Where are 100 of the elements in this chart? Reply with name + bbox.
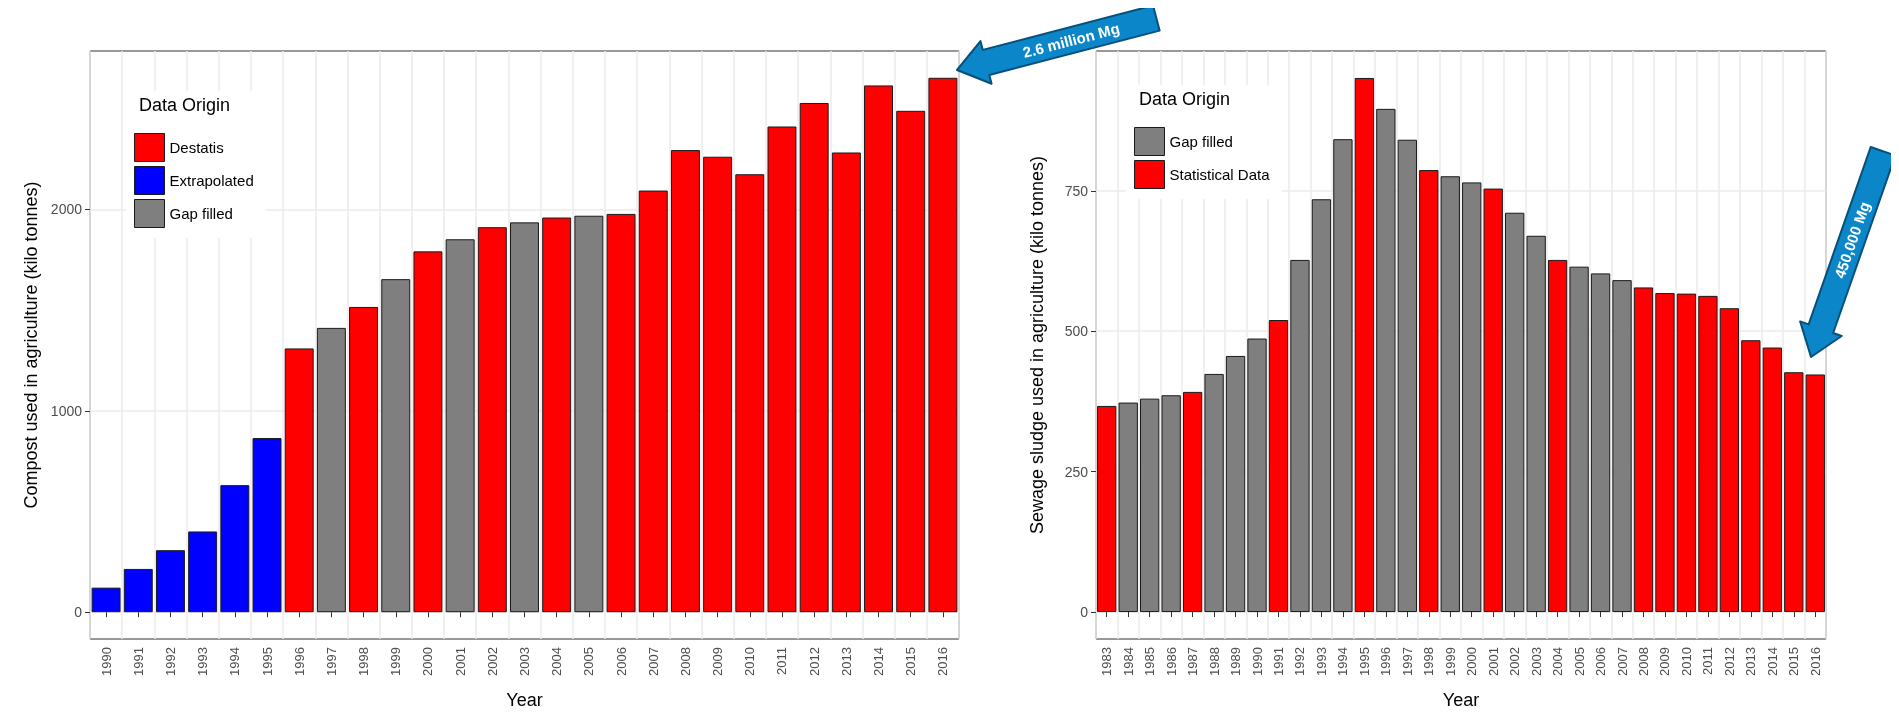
bar — [1547, 259, 1568, 613]
x-tick-label: 2016 — [1807, 647, 1823, 676]
x-tick-label: 2015 — [1786, 647, 1802, 676]
x-tick-label: 1996 — [1378, 647, 1394, 676]
x-tick-label: 1991 — [130, 647, 146, 676]
bar — [799, 102, 829, 613]
x-tick-label: 1990 — [98, 647, 114, 676]
legend-label: Extrapolated — [169, 172, 254, 189]
legend-label: Destatis — [169, 139, 224, 156]
x-tick-label: 2012 — [1721, 647, 1737, 676]
x-tick-label: 2002 — [1507, 647, 1523, 676]
x-tick-label: 1999 — [388, 647, 404, 676]
x-tick-label: 2009 — [1657, 647, 1673, 676]
y-tick-label: 0 — [1080, 604, 1089, 621]
bar — [1140, 398, 1160, 613]
bar — [1526, 235, 1546, 613]
bar — [1590, 273, 1611, 613]
bar — [1698, 295, 1718, 613]
x-tick-label: 2005 — [1571, 647, 1587, 676]
bar — [1569, 266, 1589, 613]
bar — [123, 568, 153, 613]
x-tick-label: 2007 — [645, 647, 661, 676]
bar — [1311, 199, 1332, 613]
x-tick-label: 2010 — [742, 647, 758, 676]
bar — [1161, 395, 1181, 613]
bar — [284, 348, 314, 613]
x-tick-label: 2008 — [1636, 647, 1651, 676]
x-tick-label: 1985 — [1142, 647, 1158, 676]
x-tick-label: 2002 — [484, 647, 500, 676]
bar — [1633, 287, 1654, 613]
y-tick-label: 0 — [74, 604, 83, 621]
bar — [1182, 391, 1203, 613]
x-tick-label: 1989 — [1228, 647, 1244, 676]
bar — [574, 215, 604, 613]
bar — [864, 85, 894, 613]
bar — [445, 239, 475, 613]
bar — [1290, 259, 1310, 613]
x-tick-label: 2000 — [1464, 647, 1480, 676]
x-tick-label: 2009 — [710, 647, 726, 676]
bar — [703, 156, 733, 613]
x-tick-label: 2003 — [517, 647, 532, 676]
x-tick-label: 2001 — [452, 647, 468, 676]
bar — [542, 217, 572, 613]
bar — [1247, 338, 1267, 613]
bar — [316, 327, 346, 613]
bar — [606, 213, 636, 613]
x-tick-label: 1996 — [291, 647, 307, 676]
x-tick-label: 1999 — [1442, 647, 1458, 676]
legend-label: Gap filled — [169, 205, 233, 222]
x-tick-label: 2003 — [1528, 647, 1544, 676]
bar — [1762, 347, 1782, 613]
x-tick-label: 2000 — [420, 647, 436, 676]
bar — [1612, 280, 1632, 613]
x-tick-label: 1998 — [1421, 647, 1437, 676]
bar — [638, 190, 668, 613]
x-tick-label: 2007 — [1614, 647, 1630, 676]
x-tick-label: 1995 — [1356, 647, 1372, 676]
bar — [1719, 308, 1740, 613]
x-tick-label: 1988 — [1206, 647, 1222, 676]
bar — [1741, 340, 1761, 613]
bar — [735, 174, 765, 613]
y-tick-label: 2000 — [50, 201, 83, 218]
bar — [670, 150, 700, 613]
x-tick-label: 1997 — [1399, 647, 1415, 676]
x-tick-label: 2014 — [871, 647, 887, 676]
bar — [1397, 139, 1417, 613]
x-tick-label: 1997 — [323, 647, 339, 676]
x-tick-label: 1992 — [1292, 647, 1308, 676]
y-axis-title: Compost used in agriculture (kilo tonnes) — [20, 181, 41, 509]
bar — [1225, 355, 1246, 613]
x-tick-label: 1994 — [227, 647, 243, 676]
x-tick-label: 2010 — [1678, 647, 1694, 676]
bar — [220, 485, 250, 613]
bar — [188, 531, 218, 613]
bar — [510, 222, 539, 613]
bar — [1268, 320, 1289, 613]
legend-label: Statistical Data — [1169, 166, 1271, 183]
x-tick-label: 1987 — [1185, 647, 1201, 676]
y-tick-label: 1000 — [50, 402, 83, 419]
bar — [831, 152, 861, 613]
x-tick-label: 2014 — [1764, 647, 1780, 676]
y-tick-label: 750 — [1064, 182, 1089, 199]
x-tick-label: 2008 — [677, 647, 693, 676]
x-tick-label: 1990 — [1249, 647, 1265, 676]
x-tick-label: 1993 — [1313, 647, 1329, 676]
x-tick-label: 1998 — [356, 647, 372, 676]
x-tick-label: 1992 — [162, 647, 178, 676]
x-tick-label: 2001 — [1485, 647, 1501, 676]
x-tick-label: 1994 — [1335, 647, 1351, 676]
text: 450,000 Mg — [1830, 199, 1874, 281]
x-tick-label: 2012 — [806, 647, 822, 676]
bar — [1204, 373, 1224, 613]
x-tick-label: 2004 — [549, 647, 565, 676]
x-tick-label: 2006 — [613, 647, 629, 676]
x-tick-label: 2013 — [1743, 647, 1759, 676]
x-tick-label: 1991 — [1271, 647, 1286, 676]
legend-title: Data Origin — [1139, 89, 1231, 109]
bar — [1376, 108, 1396, 613]
x-tick-label: 2011 — [774, 647, 790, 675]
x-tick-label: 2005 — [581, 647, 597, 676]
